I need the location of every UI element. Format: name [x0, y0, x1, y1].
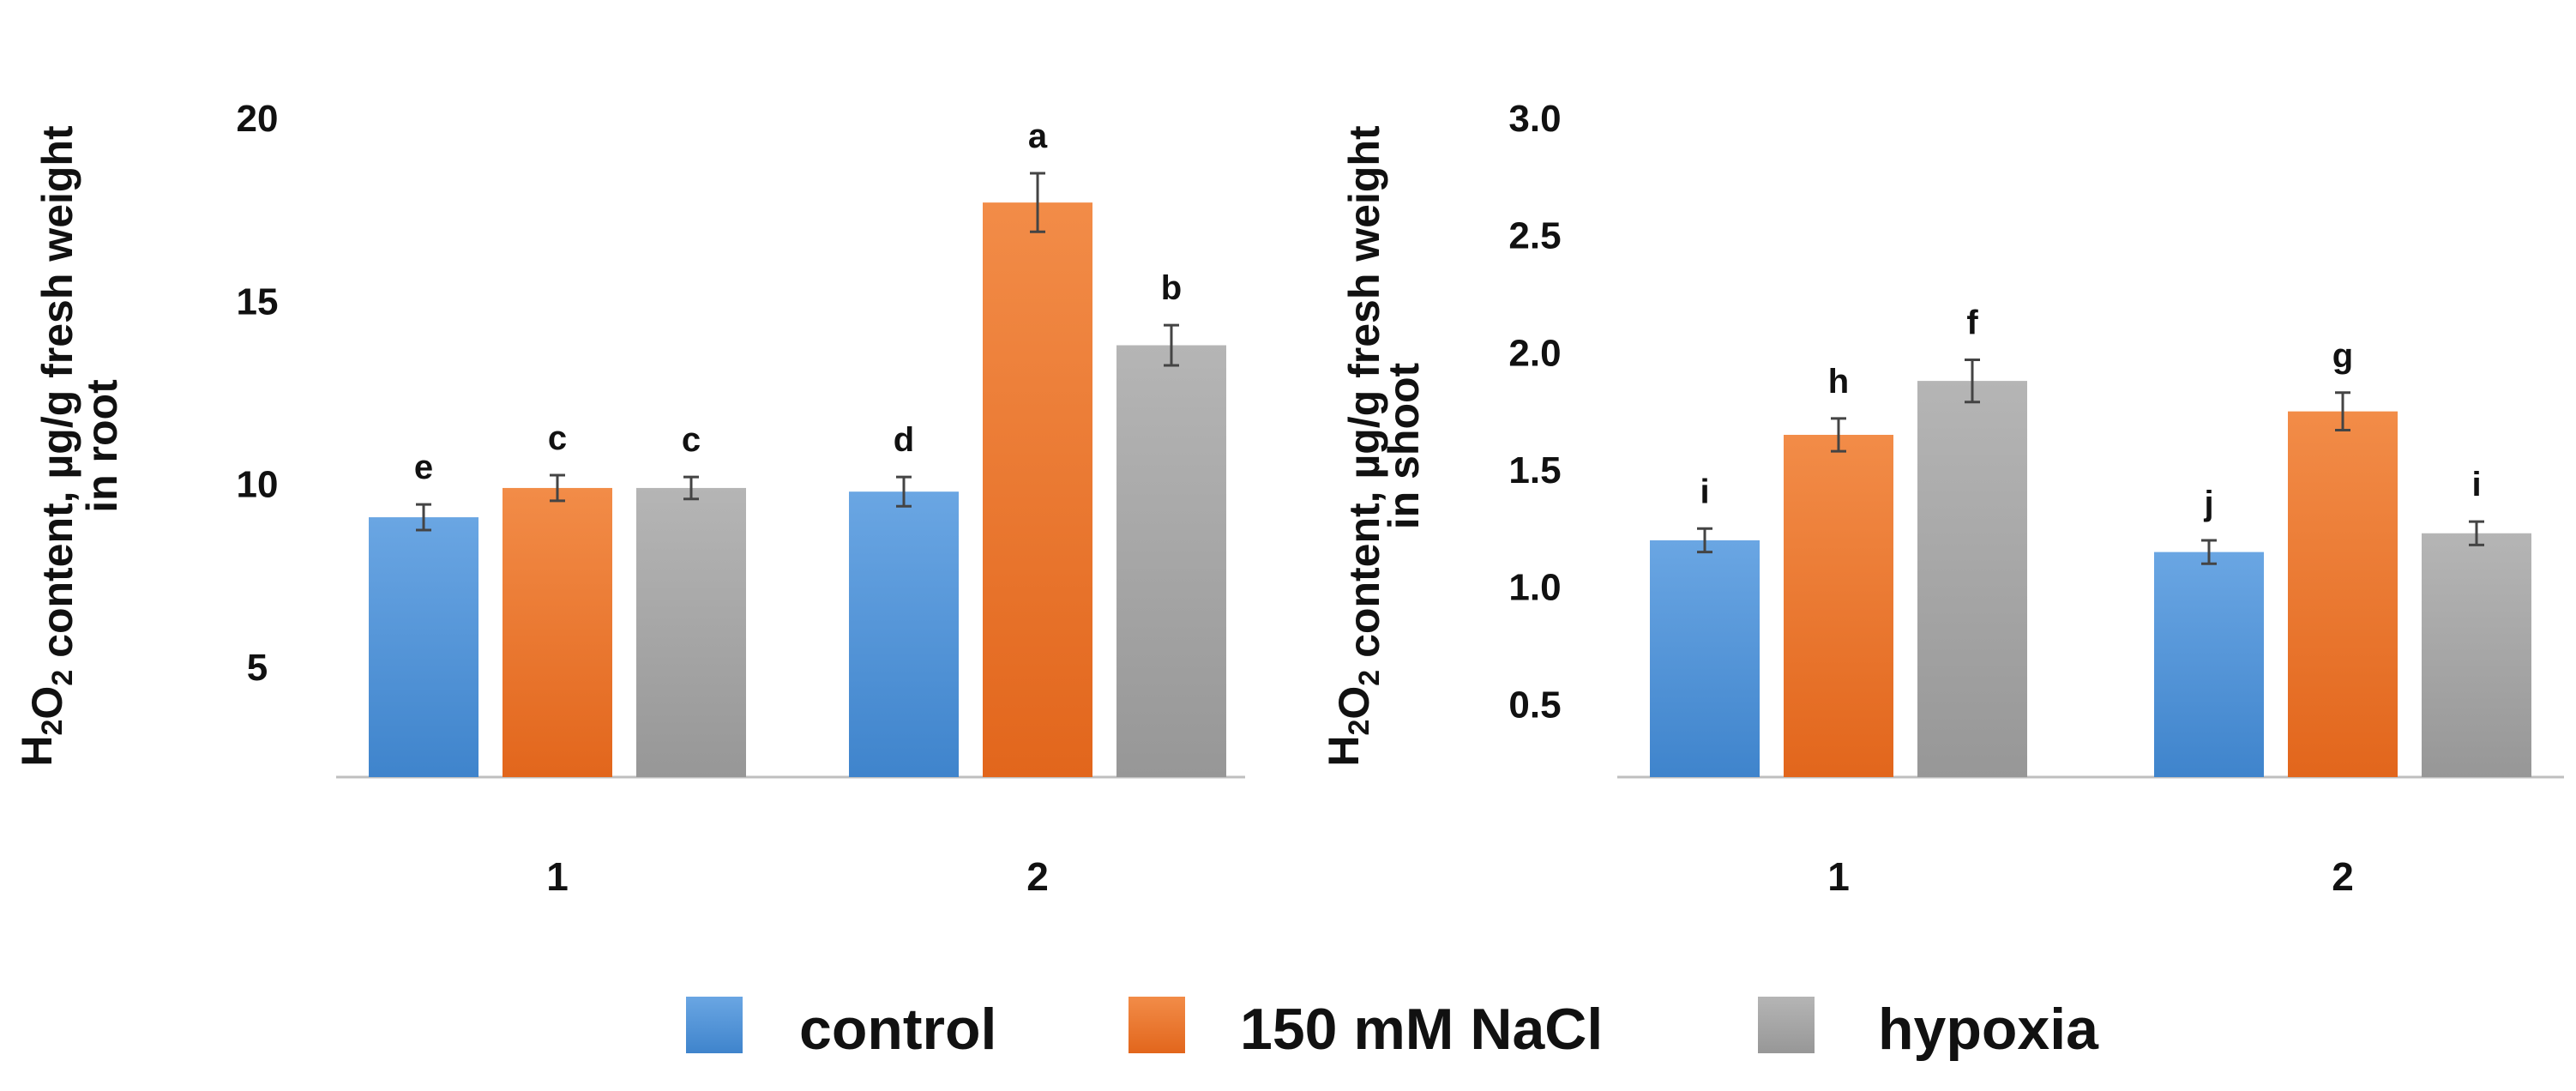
- y-tick-label-root: 5: [247, 647, 268, 689]
- significance-letter-root-nacl-1: c: [548, 419, 567, 457]
- significance-letter-shoot-hypoxia-1: f: [1966, 304, 1978, 342]
- significance-letter-root-control-1: e: [414, 449, 433, 486]
- bar-root-control-2: [849, 491, 959, 777]
- bar-root-nacl-2: [983, 202, 1092, 778]
- y-tick-label-shoot: 1.0: [1508, 567, 1561, 609]
- y-axis-label-shoot: H2O2 content, µg/g fresh weight: [1320, 125, 1388, 767]
- bar-shoot-control-1: [1650, 539, 1760, 777]
- bar-shoot-hypoxia-2: [2422, 533, 2531, 777]
- x-category-label-root: 1: [546, 854, 569, 899]
- x-category-label-root: 2: [1026, 854, 1049, 899]
- bar-shoot-control-2: [2154, 552, 2264, 777]
- y-tick-label-root: 10: [237, 464, 279, 506]
- significance-letter-shoot-control-1: i: [1700, 473, 1709, 510]
- y-tick-label-shoot: 1.5: [1508, 449, 1561, 491]
- legend: control 150 mM NaCl hypoxia: [686, 997, 2099, 1062]
- y-tick-label-shoot: 2.5: [1508, 215, 1561, 257]
- legend-label-hypoxia: hypoxia: [1878, 997, 2099, 1062]
- significance-letter-root-hypoxia-2: b: [1161, 269, 1182, 307]
- legend-swatch-hypoxia: [1758, 997, 1815, 1053]
- significance-letter-shoot-hypoxia-2: i: [2471, 466, 2481, 503]
- bar-shoot-hypoxia-1: [1917, 381, 2027, 777]
- chart-shoot: 0.5 1.0 1.5 2.0 2.5 3.0 H2O2 content, µg/g fre…: [1320, 98, 2564, 899]
- y-axis-label-root: H2O2 content, µg/g fresh weight: [13, 125, 81, 767]
- bar-shoot-nacl-2: [2288, 411, 2398, 777]
- y-tick-label-shoot: 3.0: [1508, 98, 1561, 140]
- significance-letter-shoot-nacl-2: g: [2332, 337, 2353, 375]
- y-tick-label-shoot: 2.0: [1508, 332, 1561, 374]
- chart-root: 5 10 15 20 H2O2 content, µg/g fresh weightin…: [13, 98, 1245, 899]
- legend-swatch-control: [686, 997, 743, 1053]
- y-axis-label-line2-shoot: in shoot: [1380, 362, 1428, 529]
- significance-letter-root-nacl-2: a: [1028, 118, 1048, 155]
- y-tick-label-root: 15: [237, 280, 279, 322]
- bar-shoot-nacl-1: [1784, 434, 1893, 777]
- legend-label-control: control: [799, 997, 996, 1062]
- legend-swatch-nacl: [1129, 997, 1185, 1053]
- bar-root-hypoxia-1: [636, 487, 746, 777]
- bar-root-nacl-1: [503, 487, 612, 777]
- significance-letter-shoot-control-2: j: [2203, 485, 2213, 522]
- x-category-label-shoot: 2: [2332, 854, 2354, 899]
- legend-label-nacl: 150 mM NaCl: [1240, 997, 1603, 1062]
- y-tick-label-shoot: 0.5: [1508, 684, 1561, 726]
- bar-root-hypoxia-2: [1116, 345, 1226, 777]
- significance-letter-root-hypoxia-1: c: [682, 421, 701, 459]
- y-axis-label-line2-root: in root: [78, 379, 126, 513]
- x-category-label-shoot: 1: [1827, 854, 1850, 899]
- significance-letter-root-control-2: d: [894, 421, 914, 459]
- bar-root-control-1: [369, 517, 478, 777]
- y-tick-label-root: 20: [237, 98, 279, 140]
- significance-letter-shoot-nacl-1: h: [1828, 363, 1849, 401]
